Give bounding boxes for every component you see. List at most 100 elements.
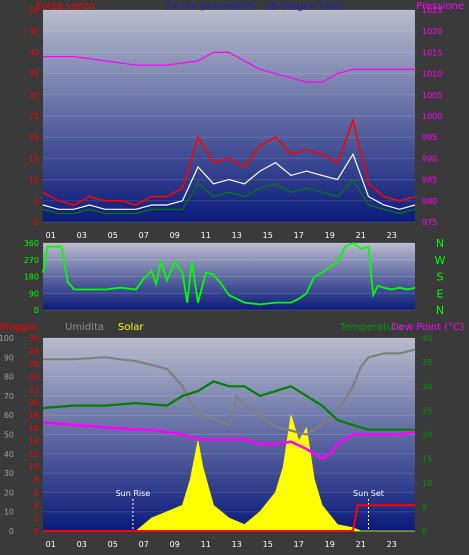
compass-letter: N [436, 237, 444, 250]
wind-tick-label: 0 [34, 218, 39, 227]
wind-tick-label: 5 [34, 197, 39, 206]
humidity-axis-label: Umidita [65, 322, 104, 333]
compass-letter: E [437, 287, 444, 300]
hour-tick-label: 09 [170, 231, 180, 240]
hour-tick-label: 21 [356, 231, 366, 240]
temperature-tick-label: 20 [422, 431, 432, 440]
chart-title: 24 ore precedenti - 28 Giugno 2022 [166, 1, 345, 12]
wind-tick-label: 40 [29, 48, 39, 57]
temperature-line [42, 380, 415, 431]
hour-tick-label: 19 [325, 540, 335, 549]
rain-tick-label: 10 [29, 463, 39, 472]
temperature-ticks: 0 5 10 15 20 25 30 35 40 [422, 334, 432, 536]
wind-gust-line [42, 152, 416, 210]
rain-tick-label: 0 [34, 527, 39, 536]
rain-tick-label: 4 [34, 501, 39, 510]
rain-tick-label: 8 [34, 476, 39, 485]
hour-tick-label: 03 [77, 540, 87, 549]
compass-letter: N [436, 304, 444, 317]
rain-tick-label: 22 [29, 385, 39, 394]
sunrise-label: Sun Rise [116, 489, 151, 498]
direction-tick-label: 180 [24, 273, 39, 282]
pressure-tick-label: 985 [422, 176, 437, 185]
rain-axis-label: Pioggia [0, 322, 36, 333]
wind-pressure-plot-area [43, 10, 415, 222]
humidity-tick-label: 70 [4, 392, 14, 401]
humidity-tick-label: 20 [4, 488, 14, 497]
rain-tick-label: 2 [34, 514, 39, 523]
hour-tick-label: 11 [201, 231, 211, 240]
temperature-tick-label: 30 [422, 382, 432, 391]
hour-tick-label: 23 [387, 540, 397, 549]
direction-tick-label: 90 [29, 289, 39, 298]
wind-tick-label: 35 [29, 70, 39, 79]
direction-tick-label: 270 [24, 256, 39, 265]
hour-ticks-top: 01 03 05 07 09 11 13 15 17 19 21 23 [46, 231, 397, 240]
temperature-tick-label: 15 [422, 455, 432, 464]
solar-area [43, 415, 415, 532]
wind-tick-label: 45 [29, 27, 39, 36]
rain-tick-label: 14 [29, 437, 39, 446]
wind-tick-label: 30 [29, 91, 39, 100]
hour-tick-label: 13 [232, 231, 242, 240]
hour-tick-label: 15 [263, 231, 273, 240]
rain-tick-label: 18 [29, 411, 39, 420]
pressure-tick-label: 1005 [422, 91, 442, 100]
direction-ticks: 0 90 180 270 360 [24, 239, 39, 315]
wind-direction-plot-area [43, 243, 415, 310]
wind-pressure-series [42, 51, 416, 215]
sun-annotations: Sun Rise Sun Set [116, 489, 384, 529]
wind-ticks: 0 5 10 15 20 25 30 35 40 45 50 [29, 6, 39, 227]
temperature-tick-label: 40 [422, 334, 432, 343]
rain-tick-label: 20 [29, 398, 39, 407]
pressure-tick-label: 975 [422, 218, 437, 227]
hour-tick-label: 15 [263, 540, 273, 549]
humidity-ticks: 0 10 20 30 40 50 60 70 80 90 100 [0, 334, 14, 536]
rain-line [43, 504, 415, 532]
humidity-tick-label: 40 [4, 450, 14, 459]
wind-tick-label: 50 [29, 6, 39, 15]
humidity-tick-label: 10 [4, 508, 14, 517]
hour-tick-label: 13 [232, 540, 242, 549]
pressure-tick-label: 1010 [422, 70, 442, 79]
wind-tick-label: 20 [29, 133, 39, 142]
dewpoint-axis-label: Dew Point (°C) [391, 322, 464, 333]
hour-tick-label: 07 [139, 540, 149, 549]
humidity-tick-label: 80 [4, 373, 14, 382]
pressure-tick-label: 1025 [422, 6, 442, 15]
humidity-tick-label: 60 [4, 411, 14, 420]
hour-tick-label: 01 [46, 231, 56, 240]
rain-tick-label: 26 [29, 360, 39, 369]
wind-tick-label: 15 [29, 154, 39, 163]
pressure-tick-label: 990 [422, 154, 437, 163]
wind-average-line [42, 178, 416, 215]
sunset-label: Sun Set [353, 489, 384, 498]
hour-tick-label: 03 [77, 231, 87, 240]
hour-tick-label: 09 [170, 540, 180, 549]
direction-tick-label: 360 [24, 239, 39, 248]
hour-tick-label: 05 [108, 231, 118, 240]
pressure-ticks: 975 980 985 990 995 1000 1005 1010 1015 1020 1025 [422, 6, 442, 227]
temperature-tick-label: 25 [422, 406, 432, 415]
rain-tick-label: 12 [29, 450, 39, 459]
humidity-tick-label: 50 [4, 431, 14, 440]
temperature-tick-label: 0 [422, 527, 427, 536]
compass-letter: S [437, 271, 444, 284]
hour-tick-label: 21 [356, 540, 366, 549]
humidity-tick-label: 100 [0, 334, 14, 343]
rain-tick-label: 24 [29, 373, 39, 382]
rain-tick-label: 28 [29, 347, 39, 356]
pressure-tick-label: 1000 [422, 112, 442, 121]
temperature-axis-label: Temperatura [339, 322, 404, 333]
compass-letter: W [435, 254, 446, 267]
wind-tick-label: 25 [29, 112, 39, 121]
wind-axis-label: Forza vento [36, 1, 95, 12]
wind-speed-line [42, 117, 416, 206]
pressure-tick-label: 1020 [422, 27, 442, 36]
wind-direction-line [42, 241, 416, 306]
rain-tick-label: 16 [29, 424, 39, 433]
rain-tick-label: 6 [34, 488, 39, 497]
